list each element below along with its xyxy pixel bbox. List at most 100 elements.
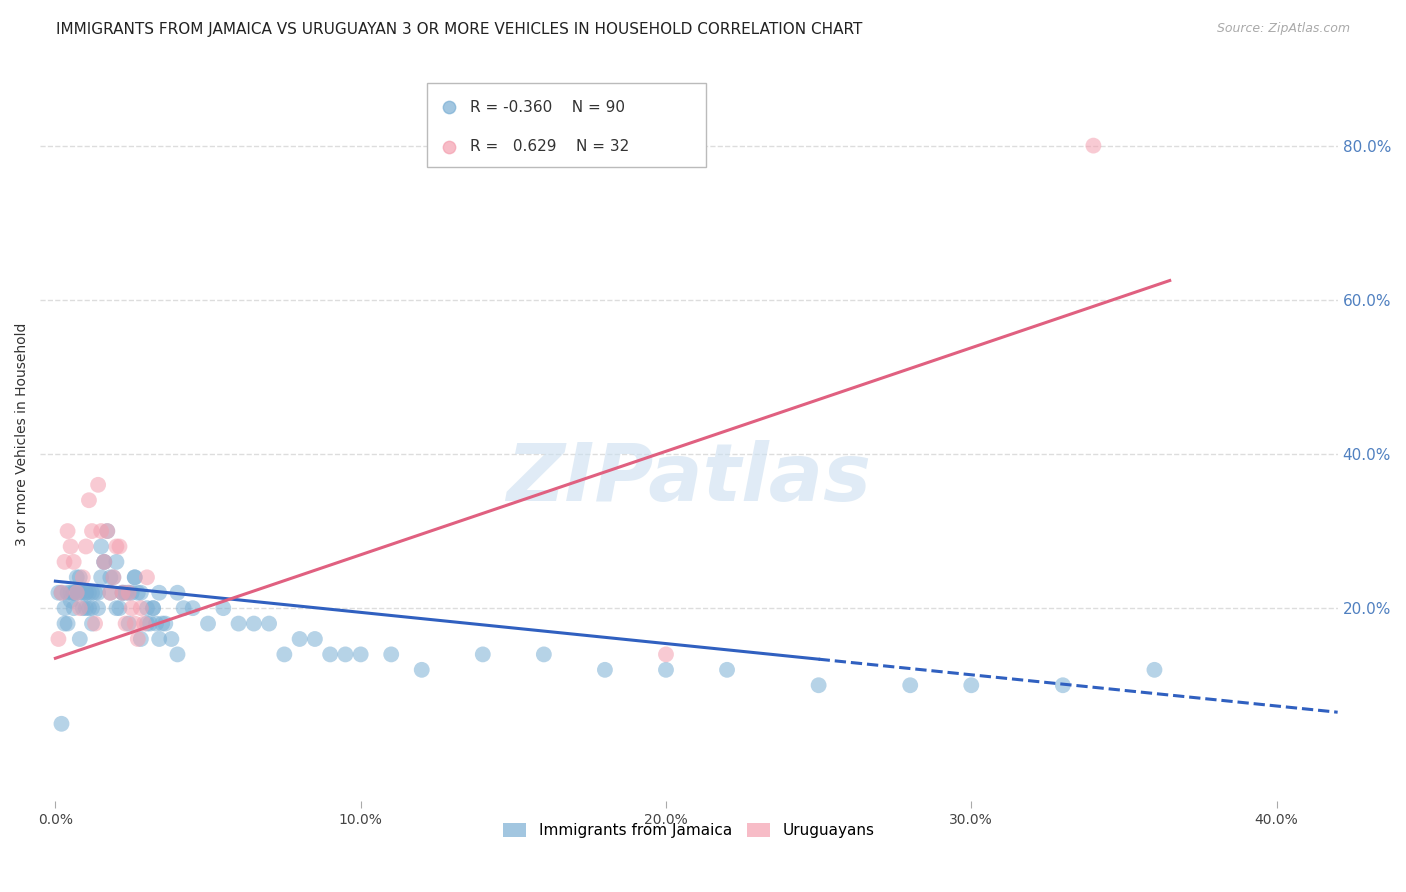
Point: [155, 616, 177, 631]
Point: [72, 570, 94, 584]
Point: [75, 601, 97, 615]
Point: [807, 678, 830, 692]
Point: [1143, 663, 1166, 677]
Point: [80, 616, 103, 631]
Point: [75, 540, 97, 554]
Point: [80, 601, 103, 615]
Point: [62, 586, 84, 600]
Point: [898, 678, 921, 692]
Point: [105, 601, 128, 615]
Text: R =   0.629    N = 32: R = 0.629 N = 32: [470, 139, 628, 154]
Point: [136, 570, 159, 584]
Text: Source: ZipAtlas.com: Source: ZipAtlas.com: [1216, 22, 1350, 36]
Point: [166, 648, 188, 662]
Point: [127, 632, 149, 646]
Point: [212, 601, 235, 615]
Point: [80, 586, 103, 600]
Point: [93, 555, 115, 569]
Point: [124, 570, 146, 584]
Point: [1083, 138, 1105, 153]
Point: [111, 586, 134, 600]
Point: [56, 586, 79, 600]
Point: [103, 570, 125, 584]
Point: [98, 586, 121, 600]
Point: [108, 601, 131, 615]
Point: [136, 616, 159, 631]
Point: [51, 586, 73, 600]
Point: [108, 540, 131, 554]
Legend: Immigrants from Jamaica, Uruguayans: Immigrants from Jamaica, Uruguayans: [498, 817, 880, 845]
Point: [59, 586, 82, 600]
Point: [62, 601, 84, 615]
Text: IMMIGRANTS FROM JAMAICA VS URUGUAYAN 3 OR MORE VEHICLES IN HOUSEHOLD CORRELATION: IMMIGRANTS FROM JAMAICA VS URUGUAYAN 3 O…: [56, 22, 863, 37]
Point: [350, 648, 373, 662]
Point: [87, 601, 110, 615]
Point: [62, 586, 84, 600]
Point: [380, 648, 402, 662]
Point: [411, 663, 433, 677]
Point: [124, 570, 146, 584]
Point: [69, 586, 91, 600]
Point: [77, 601, 100, 615]
Point: [148, 586, 170, 600]
Point: [136, 601, 159, 615]
Point: [117, 586, 139, 600]
Point: [69, 570, 91, 584]
FancyBboxPatch shape: [427, 83, 706, 168]
Point: [87, 478, 110, 492]
Point: [48, 586, 70, 600]
Point: [533, 648, 555, 662]
Point: [257, 616, 280, 631]
Point: [243, 616, 266, 631]
Point: [77, 586, 100, 600]
Point: [51, 586, 73, 600]
Point: [90, 524, 112, 538]
Point: [145, 616, 167, 631]
Point: [75, 586, 97, 600]
Point: [105, 540, 128, 554]
Point: [53, 601, 76, 615]
Point: [139, 616, 162, 631]
Point: [121, 586, 143, 600]
Point: [655, 648, 678, 662]
Point: [90, 540, 112, 554]
Point: [111, 586, 134, 600]
Point: [142, 601, 165, 615]
Point: [84, 586, 107, 600]
Point: [181, 601, 204, 615]
Point: [66, 586, 89, 600]
Point: [117, 616, 139, 631]
Point: [114, 616, 136, 631]
Point: [98, 570, 121, 584]
Point: [62, 555, 84, 569]
Point: [66, 570, 89, 584]
Point: [103, 570, 125, 584]
Point: [960, 678, 983, 692]
Point: [1052, 678, 1074, 692]
Point: [716, 663, 738, 677]
Point: [150, 616, 173, 631]
Point: [93, 555, 115, 569]
Point: [93, 555, 115, 569]
Point: [273, 648, 295, 662]
Point: [69, 601, 91, 615]
Point: [228, 616, 250, 631]
Point: [127, 586, 149, 600]
Point: [655, 663, 678, 677]
Text: R = -0.360    N = 90: R = -0.360 N = 90: [470, 100, 624, 115]
Point: [166, 586, 188, 600]
Point: [288, 632, 311, 646]
Point: [80, 524, 103, 538]
Point: [335, 648, 357, 662]
Point: [114, 586, 136, 600]
Y-axis label: 3 or more Vehicles in Household: 3 or more Vehicles in Household: [15, 323, 30, 547]
Point: [84, 616, 107, 631]
Point: [75, 586, 97, 600]
Point: [1005, 67, 1028, 81]
Point: [56, 524, 79, 538]
Point: [319, 648, 342, 662]
Point: [129, 586, 152, 600]
Point: [124, 616, 146, 631]
Point: [173, 601, 195, 615]
Point: [471, 648, 494, 662]
